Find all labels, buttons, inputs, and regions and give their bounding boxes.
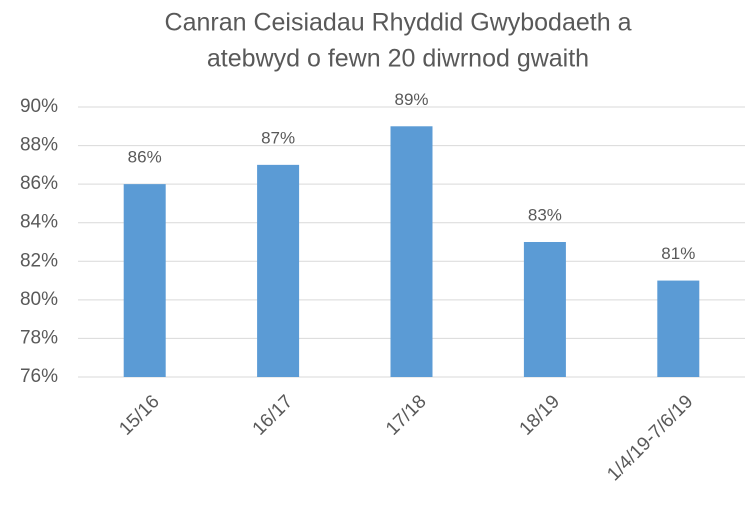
- bar: [257, 164, 300, 377]
- x-tick-label: 17/18: [382, 391, 430, 439]
- data-label: 87%: [261, 128, 295, 147]
- bar: [523, 242, 566, 377]
- data-label: 81%: [661, 244, 695, 263]
- y-tick-label: 76%: [20, 366, 58, 387]
- data-label: 86%: [128, 148, 162, 167]
- chart-title: atebwyd o fewn 20 diwrnod gwaith: [207, 45, 589, 73]
- x-tick-label: 15/16: [115, 391, 163, 439]
- y-tick-label: 80%: [20, 289, 58, 310]
- bar: [390, 126, 433, 378]
- y-tick-label: 78%: [20, 327, 58, 348]
- y-tick-label: 90%: [20, 96, 58, 117]
- x-tick-label: 16/17: [249, 391, 297, 439]
- x-tick-label: 1/4/19-7/6/19: [603, 391, 697, 485]
- y-tick-label: 82%: [20, 250, 58, 271]
- data-label: 83%: [528, 205, 562, 224]
- chart-title: Canran Ceisiadau Rhyddid Gwybodaeth a: [165, 9, 632, 37]
- x-tick-label: 18/19: [516, 391, 564, 439]
- y-tick-label: 84%: [20, 212, 58, 233]
- bar: [123, 184, 166, 377]
- data-label: 89%: [394, 90, 428, 109]
- y-tick-label: 86%: [20, 173, 58, 194]
- y-tick-label: 88%: [20, 135, 58, 156]
- bar: [657, 280, 700, 377]
